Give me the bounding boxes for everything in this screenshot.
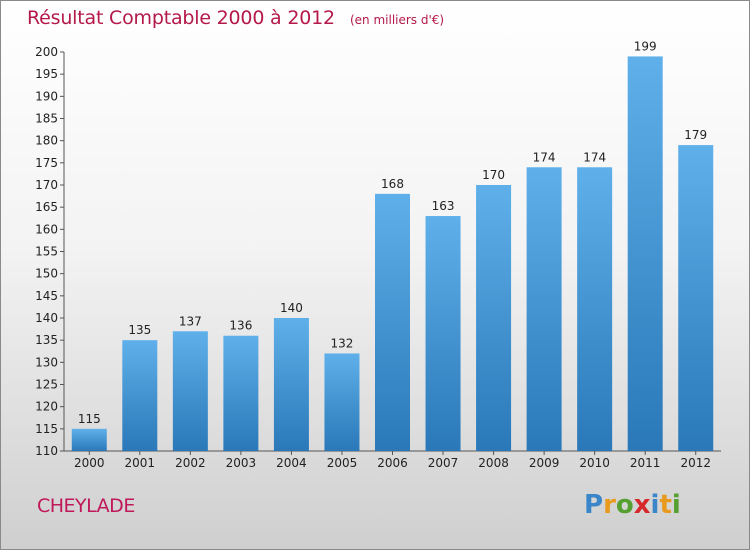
bars: 115 135 137 136 140 132 168 163 170 174 174 199 179 [71,39,714,451]
x-tick-label: 2012 [680,456,711,470]
bar [577,167,613,451]
x-tick-label: 2009 [529,456,560,470]
x-tick-label: 2003 [226,456,257,470]
data-label: 140 [280,301,303,315]
data-label: 136 [229,319,252,333]
y-tick-label: 130 [35,355,58,369]
chart-subtitle: (en milliers d'€) [349,13,445,27]
bar [324,353,360,451]
x-tick-label: 2010 [579,456,610,470]
data-label: 135 [128,323,151,337]
y-tick-label: 150 [35,267,58,281]
y-tick-label: 125 [35,378,58,392]
x-tick-label: 2007 [428,456,459,470]
y-tick-label: 190 [35,89,58,103]
y-tick-label: 160 [35,222,58,236]
x-tick-label: 2006 [377,456,408,470]
logo-letter: o [615,490,634,520]
data-label: 115 [78,412,101,426]
y-tick-label: 200 [35,45,58,59]
logo-letter: P [584,490,604,520]
y-tick-label: 140 [35,311,58,325]
logo-letter: x [633,490,651,520]
bar [627,56,663,451]
bar [223,335,259,451]
data-label: 137 [179,314,202,328]
bar [273,318,309,451]
chart-title: Résultat Comptable 2000 à 2012 [27,7,335,29]
y-tick-label: 180 [35,134,58,148]
x-tick-label: 2005 [327,456,358,470]
logo-letter: i [650,490,660,520]
y-tick-label: 175 [35,156,58,170]
commune-name: CHEYLADE [37,495,135,517]
x-tick-label: 2000 [74,456,105,470]
bar [425,216,461,451]
data-label: 170 [482,168,505,182]
x-tick-label: 2008 [478,456,509,470]
y-tick-label: 170 [35,178,58,192]
data-label: 132 [331,336,354,350]
bar [375,193,410,451]
logo-letter: t [659,490,672,520]
data-label: 199 [634,39,657,53]
bar [678,145,714,451]
data-label: 174 [583,150,606,164]
x-tick-label: 2001 [125,456,156,470]
y-tick-label: 185 [35,112,58,126]
logo-letter: r [603,490,616,520]
y-tick-label: 165 [35,200,58,214]
y-tick-label: 120 [35,400,58,414]
y-tick-label: 155 [35,245,58,259]
bar [71,428,107,451]
data-label: 168 [381,177,404,191]
bar [172,331,208,451]
y-tick-label: 135 [35,333,58,347]
data-label: 179 [684,128,707,142]
bar [476,185,512,451]
data-label: 163 [432,199,455,213]
y-tick-label: 110 [35,444,58,458]
x-tick-label: 2011 [630,456,661,470]
bar [526,167,562,451]
y-tick-label: 145 [35,289,58,303]
y-tick-label: 115 [35,422,58,436]
bar [122,340,158,451]
x-tick-label: 2004 [276,456,307,470]
logo-letter: i [671,490,681,520]
title-row: Résultat Comptable 2000 à 2012 (en milli… [27,7,444,29]
proxiti-logo: Proxiti [584,490,681,520]
x-tick-label: 2002 [175,456,206,470]
y-tick-label: 195 [35,67,58,81]
data-label: 174 [533,150,556,164]
